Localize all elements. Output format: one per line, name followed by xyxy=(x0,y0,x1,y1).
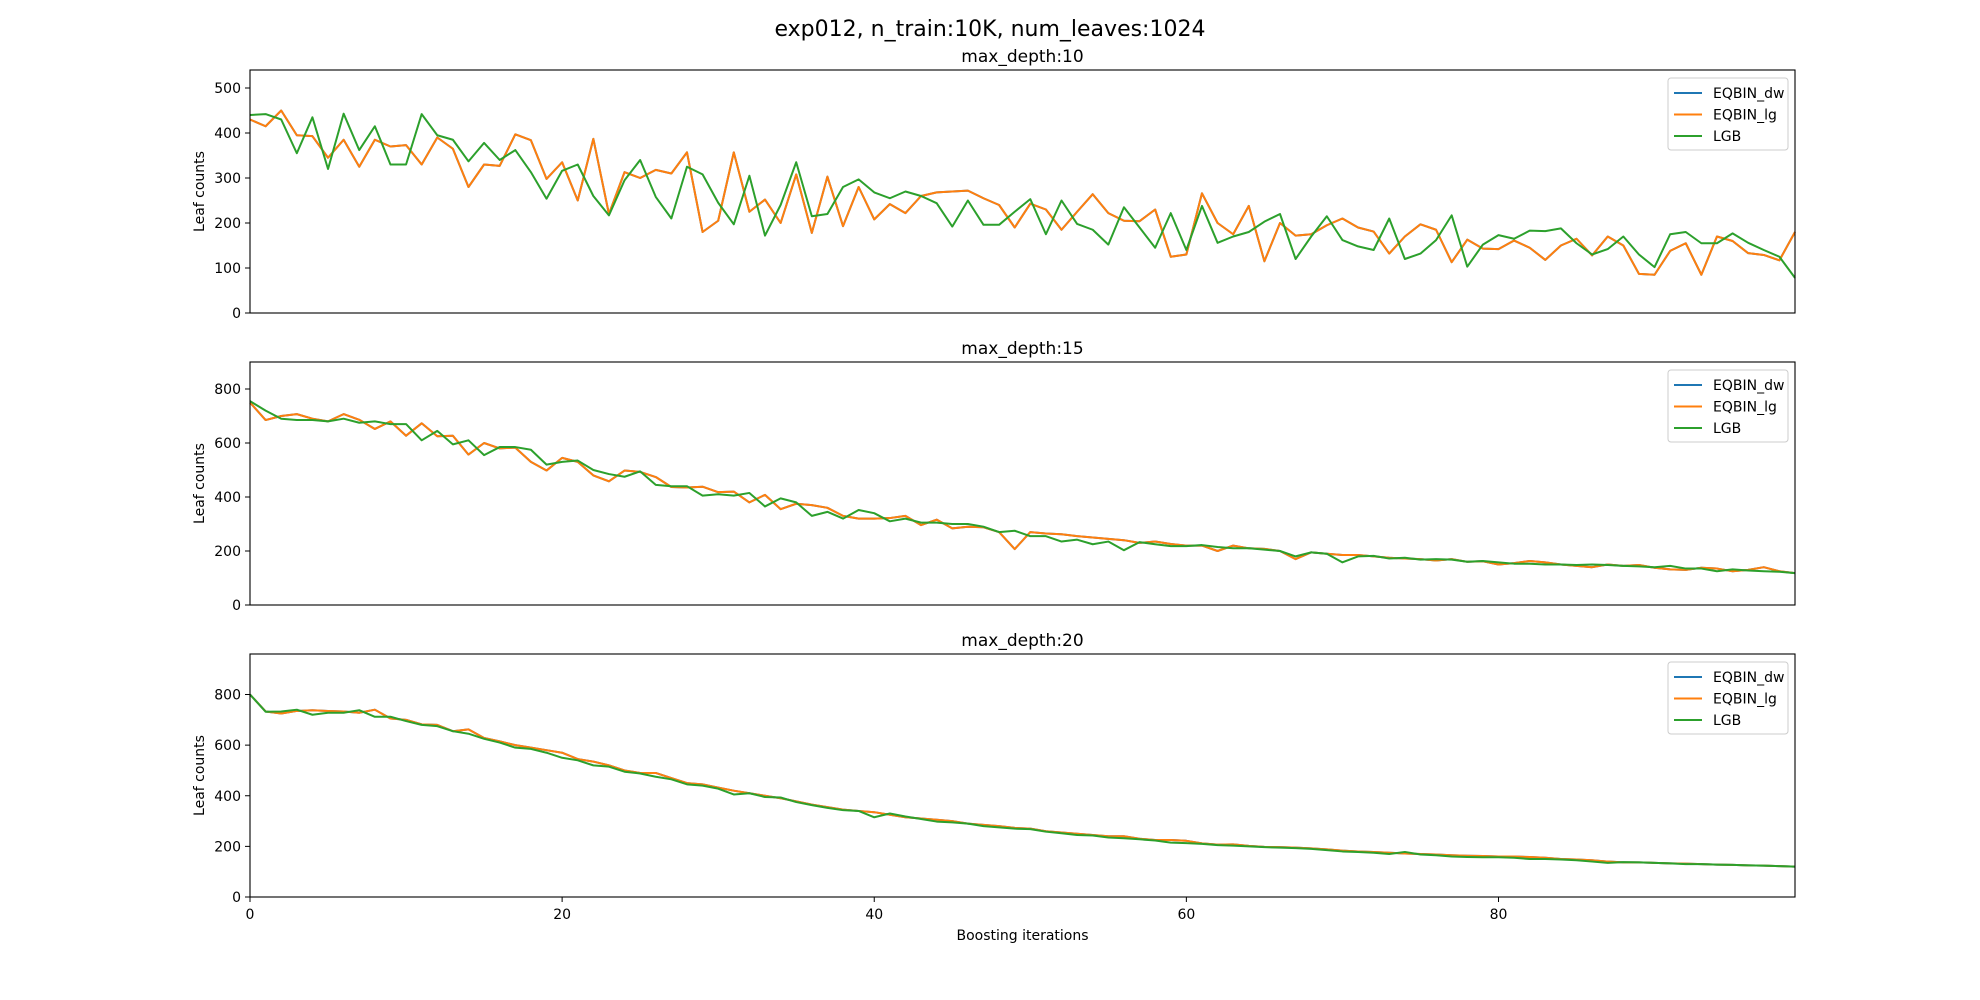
series-line-eqbin-dw xyxy=(249,109,1796,276)
legend-box xyxy=(1667,369,1789,443)
y-tick-label: 600 xyxy=(214,738,241,754)
legend-label: EQBIN_lg xyxy=(1713,692,1777,708)
x-tick-label: 40 xyxy=(865,907,883,923)
y-tick-label: 400 xyxy=(214,126,241,142)
y-tick-label: 0 xyxy=(232,306,241,322)
series-line-lgb xyxy=(249,112,1796,279)
figure-title: exp012, n_train:10K, num_leaves:1024 xyxy=(775,17,1206,42)
series-line-eqbin-lg xyxy=(249,109,1796,276)
y-axis-label: Leaf counts xyxy=(192,151,208,232)
x-tick-label: 0 xyxy=(246,907,255,923)
legend-label: EQBIN_lg xyxy=(1713,400,1777,416)
y-tick-label: 800 xyxy=(214,688,241,704)
legend: EQBIN_dw EQBIN_lg LGB xyxy=(1667,661,1789,735)
y-tick-label: 300 xyxy=(214,171,241,187)
y-tick-label: 200 xyxy=(214,839,241,855)
x-tick-label: 80 xyxy=(1490,907,1508,923)
y-tick-label: 0 xyxy=(232,598,241,614)
x-tick-label: 60 xyxy=(1177,907,1195,923)
subplot-2: max_depth:15 0 200 400 600 800 Leaf counts EQBI… xyxy=(192,339,1796,614)
y-tick-label: 800 xyxy=(214,382,241,398)
y-tick-label: 400 xyxy=(214,490,241,506)
legend-label: EQBIN_dw xyxy=(1713,378,1784,394)
legend-label: LGB xyxy=(1713,421,1741,437)
legend-label: EQBIN_lg xyxy=(1713,108,1777,124)
y-tick-label: 600 xyxy=(214,436,241,452)
subplot-3: max_depth:20 0 200 400 600 800 0 20 40 60 80 Leaf c… xyxy=(192,631,1796,944)
series-line-eqbin-dw xyxy=(249,693,1796,868)
subplot-title: max_depth:15 xyxy=(961,339,1083,359)
legend-box xyxy=(1667,77,1789,151)
legend-label: EQBIN_dw xyxy=(1713,670,1784,686)
y-tick-label: 400 xyxy=(214,789,241,805)
series-line-eqbin-lg xyxy=(249,693,1796,868)
y-tick-label: 200 xyxy=(214,216,241,232)
series-line-eqbin-dw xyxy=(249,401,1796,575)
axes-frame xyxy=(249,653,1796,898)
legend: EQBIN_dw EQBIN_lg LGB xyxy=(1667,77,1789,151)
subplot-1: max_depth:10 0 100 200 300 400 500 Leaf counts E… xyxy=(192,47,1796,322)
legend: EQBIN_dw EQBIN_lg LGB xyxy=(1667,369,1789,443)
y-axis-label: Leaf counts xyxy=(192,443,208,524)
y-tick-label: 200 xyxy=(214,544,241,560)
x-axis-label: Boosting iterations xyxy=(956,928,1088,944)
series-line-eqbin-lg xyxy=(249,401,1796,575)
legend-label: LGB xyxy=(1713,713,1741,729)
legend-label: LGB xyxy=(1713,129,1741,145)
legend-box xyxy=(1667,661,1789,735)
subplot-title: max_depth:20 xyxy=(961,631,1083,651)
series-line-lgb xyxy=(249,400,1796,575)
y-tick-label: 500 xyxy=(214,81,241,97)
x-tick-label: 20 xyxy=(553,907,571,923)
axes-frame xyxy=(249,69,1796,314)
axes-frame xyxy=(249,361,1796,606)
y-axis-label: Leaf counts xyxy=(192,735,208,816)
legend-label: EQBIN_dw xyxy=(1713,86,1784,102)
y-tick-label: 100 xyxy=(214,261,241,277)
series-line-lgb xyxy=(249,693,1796,868)
subplot-title: max_depth:10 xyxy=(961,47,1083,67)
y-tick-label: 0 xyxy=(232,890,241,906)
